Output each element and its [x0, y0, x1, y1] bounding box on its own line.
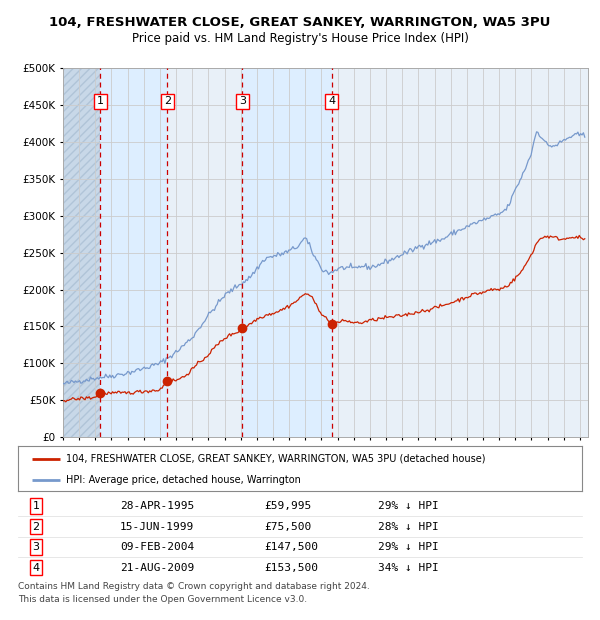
Text: 2: 2 [164, 96, 171, 107]
Bar [100, 68, 167, 437]
Bar [63, 68, 100, 437]
Text: 28% ↓ HPI: 28% ↓ HPI [378, 521, 439, 532]
Text: This data is licensed under the Open Government Licence v3.0.: This data is licensed under the Open Gov… [18, 595, 307, 604]
Text: Contains HM Land Registry data © Crown copyright and database right 2024.: Contains HM Land Registry data © Crown c… [18, 582, 370, 591]
Text: 104, FRESHWATER CLOSE, GREAT SANKEY, WARRINGTON, WA5 3PU: 104, FRESHWATER CLOSE, GREAT SANKEY, WAR… [49, 16, 551, 29]
Text: 15-JUN-1999: 15-JUN-1999 [120, 521, 194, 532]
Bar [242, 68, 332, 437]
Text: £147,500: £147,500 [264, 542, 318, 552]
Text: 28-APR-1995: 28-APR-1995 [120, 501, 194, 512]
Text: 09-FEB-2004: 09-FEB-2004 [120, 542, 194, 552]
Text: 29% ↓ HPI: 29% ↓ HPI [378, 542, 439, 552]
Text: 3: 3 [32, 542, 40, 552]
Text: 1: 1 [32, 501, 40, 512]
Text: 3: 3 [239, 96, 246, 107]
Text: 29% ↓ HPI: 29% ↓ HPI [378, 501, 439, 512]
Text: £153,500: £153,500 [264, 562, 318, 573]
Text: HPI: Average price, detached house, Warrington: HPI: Average price, detached house, Warr… [66, 475, 301, 485]
Bar [332, 68, 588, 437]
Bar [167, 68, 242, 437]
Text: 4: 4 [32, 562, 40, 573]
Text: 21-AUG-2009: 21-AUG-2009 [120, 562, 194, 573]
Text: Price paid vs. HM Land Registry's House Price Index (HPI): Price paid vs. HM Land Registry's House … [131, 32, 469, 45]
Text: 34% ↓ HPI: 34% ↓ HPI [378, 562, 439, 573]
Text: £59,995: £59,995 [264, 501, 311, 512]
Text: 2: 2 [32, 521, 40, 532]
Text: 4: 4 [328, 96, 335, 107]
Text: £75,500: £75,500 [264, 521, 311, 532]
Text: 1: 1 [97, 96, 104, 107]
Text: 104, FRESHWATER CLOSE, GREAT SANKEY, WARRINGTON, WA5 3PU (detached house): 104, FRESHWATER CLOSE, GREAT SANKEY, WAR… [66, 454, 485, 464]
